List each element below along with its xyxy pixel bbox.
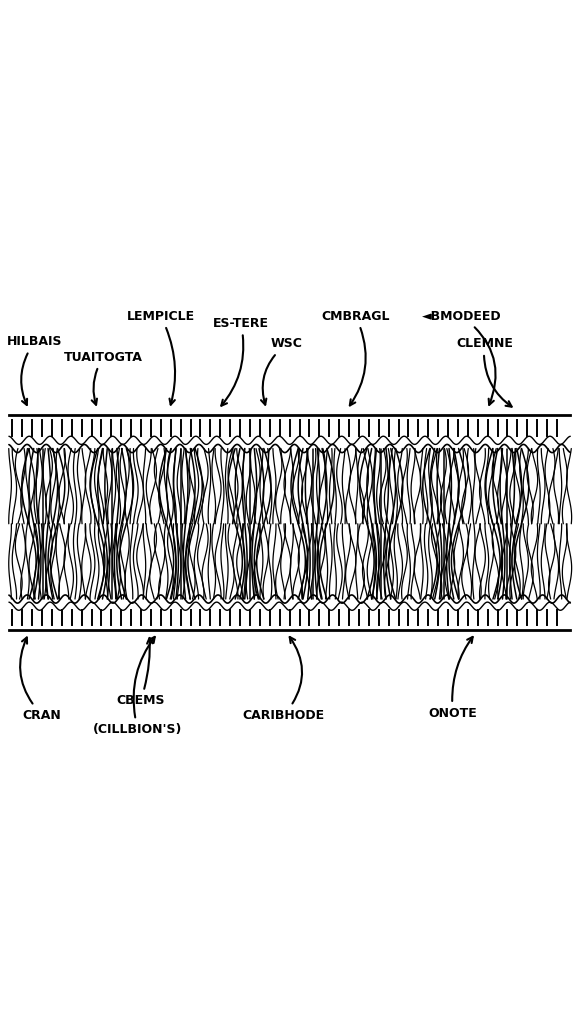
Text: HILBAIS: HILBAIS xyxy=(7,335,62,404)
Text: ES-TERE: ES-TERE xyxy=(213,316,269,406)
Text: CBEMS: CBEMS xyxy=(116,638,165,708)
Text: CRAN: CRAN xyxy=(20,638,62,722)
Text: CLEMNE: CLEMNE xyxy=(456,337,513,407)
Text: CMBRAGL: CMBRAGL xyxy=(321,309,390,406)
Text: WSC: WSC xyxy=(261,337,302,404)
Text: CARIBHODE: CARIBHODE xyxy=(243,637,325,722)
Text: LEMPICLE: LEMPICLE xyxy=(127,309,195,404)
Text: ONOTE: ONOTE xyxy=(429,637,478,720)
Text: ◄BMODEED: ◄BMODEED xyxy=(422,309,501,404)
Text: TUAITOGTA: TUAITOGTA xyxy=(64,350,143,404)
Text: (CILLBION'S): (CILLBION'S) xyxy=(93,637,183,736)
